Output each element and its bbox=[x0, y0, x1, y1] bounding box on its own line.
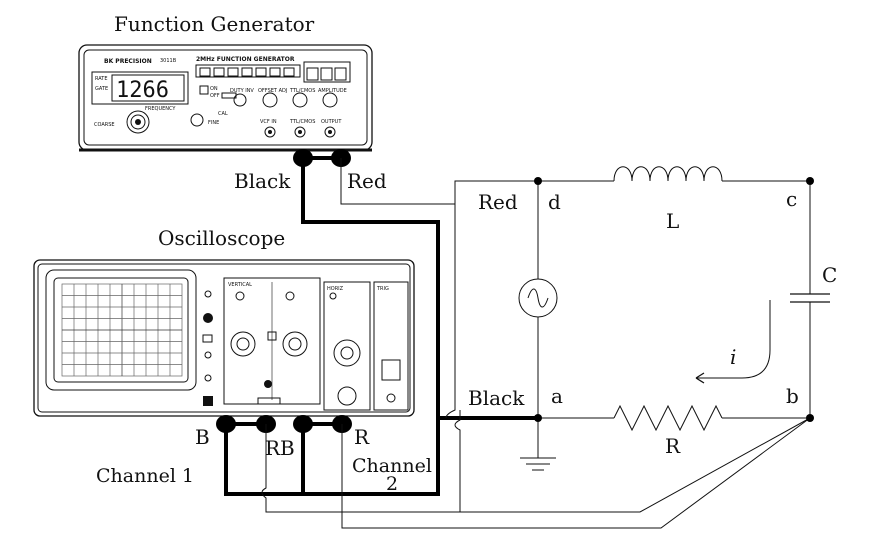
node-a-dot bbox=[534, 414, 542, 422]
range-keys bbox=[195, 64, 301, 78]
svg-text:VERTICAL: VERTICAL bbox=[228, 282, 252, 288]
generator-model: 3011B bbox=[160, 58, 177, 64]
generator-panel-title: 2MHz FUNCTION GENERATOR bbox=[196, 56, 295, 63]
node-c-label: c bbox=[786, 187, 797, 211]
duty-label: DUTY INV bbox=[230, 88, 254, 94]
coarse-label: COARSE bbox=[94, 122, 115, 128]
vcf-in-connector[interactable] bbox=[264, 126, 276, 138]
coarse-knob[interactable] bbox=[126, 110, 150, 134]
range-key[interactable] bbox=[227, 67, 239, 77]
current-label: i bbox=[730, 345, 736, 369]
generator-display: 1266 bbox=[116, 78, 169, 103]
fine-knob[interactable] bbox=[190, 113, 204, 127]
amplitude-label: AMPLITUDE bbox=[318, 88, 347, 94]
waveform-key[interactable] bbox=[320, 67, 333, 81]
scope-rb-label: RB bbox=[265, 436, 295, 460]
waveform-key[interactable] bbox=[334, 67, 347, 81]
ttl-knob[interactable] bbox=[292, 92, 308, 108]
range-key[interactable] bbox=[241, 67, 253, 77]
scope-screen-grid bbox=[61, 283, 183, 377]
circuit-red-label: Red bbox=[478, 190, 518, 214]
gen-off-label: OFF bbox=[210, 93, 220, 99]
svg-text:TRIG: TRIG bbox=[376, 286, 389, 292]
offset-knob[interactable] bbox=[262, 92, 278, 108]
node-a-label: a bbox=[551, 384, 563, 408]
inductor bbox=[613, 166, 723, 182]
resistor bbox=[613, 404, 723, 432]
thick-wires bbox=[224, 158, 538, 496]
oscilloscope-title: Oscilloscope bbox=[158, 226, 285, 250]
scope-power-button[interactable] bbox=[203, 313, 213, 323]
gen-cal-label: CAL bbox=[218, 111, 228, 117]
offset-label: OFFSET ADJ bbox=[258, 88, 287, 94]
function-generator: BK PRECISION 3011B 1266 RATE GATE 2MHz F… bbox=[78, 44, 373, 152]
fine-label: FINE bbox=[208, 120, 219, 126]
range-key[interactable] bbox=[213, 67, 225, 77]
ttl-label: TTL/CMOS bbox=[289, 88, 315, 94]
node-b-label: b bbox=[786, 384, 799, 408]
capacitor-label: C bbox=[822, 263, 837, 287]
oscilloscope: VERTICAL HORIZ TRIG bbox=[33, 259, 415, 417]
vcf-in-label: VCF IN bbox=[260, 119, 277, 125]
output-label: OUTPUT bbox=[321, 119, 342, 125]
amplitude-knob[interactable] bbox=[322, 92, 338, 108]
output-connector[interactable] bbox=[324, 126, 336, 138]
node-d-dot bbox=[534, 177, 542, 185]
range-key[interactable] bbox=[283, 67, 295, 77]
channel1-label: Channel 1 bbox=[96, 465, 194, 487]
generator-black-label: Black bbox=[234, 169, 291, 193]
channel2-label-line1: Channel bbox=[352, 455, 432, 477]
svg-text:HORIZ: HORIZ bbox=[327, 286, 344, 292]
range-key[interactable] bbox=[255, 67, 267, 77]
generator-red-label: Red bbox=[347, 169, 387, 193]
node-c-dot bbox=[806, 177, 814, 185]
rlc-circuit bbox=[518, 166, 830, 471]
circuit-black-label: Black bbox=[468, 386, 525, 410]
duty-knob[interactable] bbox=[233, 93, 247, 107]
frequency-label: FREQUENCY bbox=[145, 106, 176, 112]
current-arrow bbox=[696, 300, 771, 379]
range-key[interactable] bbox=[269, 67, 281, 77]
resistor-label: R bbox=[665, 434, 681, 458]
waveform-key[interactable] bbox=[306, 67, 319, 81]
thin-wires bbox=[261, 158, 811, 529]
node-b-dot bbox=[806, 414, 814, 422]
channel2-label-line2: 2 bbox=[386, 473, 398, 495]
node-d-label: d bbox=[548, 190, 561, 214]
power-switch[interactable] bbox=[199, 85, 209, 95]
gen-rate-label: RATE bbox=[95, 76, 108, 82]
ttl-cmos-connector[interactable] bbox=[294, 126, 306, 138]
generator-brand: BK PRECISION bbox=[104, 58, 152, 65]
scope-b-label: B bbox=[195, 425, 210, 449]
gen-on-label: ON bbox=[210, 86, 218, 92]
ch2-volts-div-knob[interactable] bbox=[282, 331, 308, 357]
ch1-volts-div-knob[interactable] bbox=[230, 331, 256, 357]
gen-gate-label: GATE bbox=[95, 86, 108, 92]
function-generator-title: Function Generator bbox=[114, 12, 315, 36]
time-div-knob[interactable] bbox=[333, 339, 361, 367]
inductor-label: L bbox=[666, 209, 679, 233]
ttl-cmos-label: TTL/CMOS bbox=[289, 119, 315, 125]
scope-r-label: R bbox=[354, 425, 370, 449]
range-key[interactable] bbox=[199, 67, 211, 77]
